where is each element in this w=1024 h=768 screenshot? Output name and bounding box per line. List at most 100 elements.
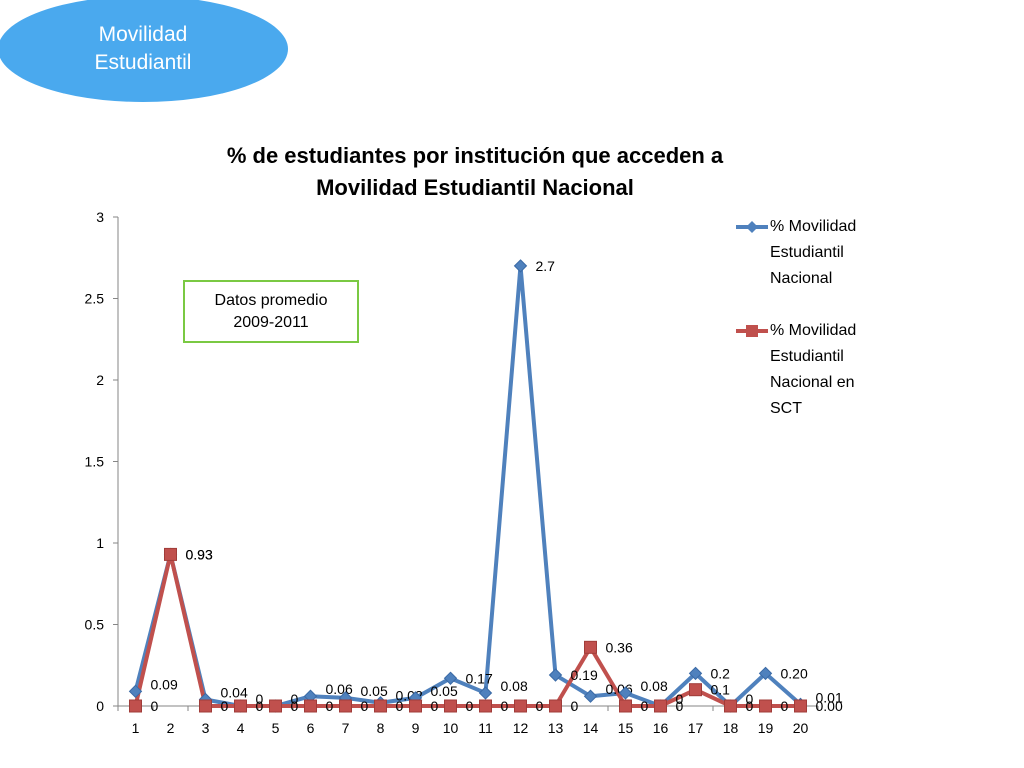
- series-1-point: [583, 689, 598, 703]
- data-label-series-1: 0: [291, 691, 299, 707]
- series-2-point: [409, 699, 422, 713]
- data-label-series-1: 0.19: [571, 667, 598, 683]
- badge-line-1: Movilidad: [98, 23, 188, 46]
- legend-diamond-icon: [736, 221, 768, 233]
- x-tick-label: 16: [653, 720, 669, 736]
- data-label-series-2: 0: [746, 698, 754, 714]
- x-tick-label: 3: [202, 720, 210, 736]
- y-tick-label: 2.5: [85, 291, 105, 307]
- data-label-series-2: 0.36: [606, 639, 633, 655]
- x-tick-label: 2: [167, 720, 175, 736]
- data-label-series-2: 0: [431, 698, 439, 714]
- data-label-series-1: 0: [746, 691, 754, 707]
- data-label-series-2: 0: [501, 698, 509, 714]
- series-2-point: [724, 699, 737, 713]
- series-2-point: [129, 699, 142, 713]
- series-1-point: [758, 666, 773, 681]
- data-label-series-2: 0: [466, 698, 474, 714]
- x-tick-label: 4: [237, 720, 245, 736]
- legend-item-1: % Movilidad Estudiantil Nacional: [736, 214, 906, 292]
- series-1-point: [128, 684, 143, 699]
- y-tick-label: 1: [96, 535, 104, 551]
- x-tick-label: 8: [377, 720, 385, 736]
- series-1-point: [513, 259, 528, 273]
- data-label-series-2: 0: [571, 698, 579, 714]
- legend-label-line: % Movilidad: [770, 218, 857, 235]
- series-1-point: [478, 686, 493, 700]
- y-tick-label: 1.5: [85, 454, 105, 470]
- chart-title-line-2: Movilidad Estudiantil Nacional: [316, 175, 634, 200]
- series-2-point: [794, 699, 807, 713]
- series-2-point: [269, 699, 282, 713]
- y-tick-label: 3: [96, 209, 104, 225]
- legend-label-line: Nacional: [770, 270, 833, 287]
- data-label-series-2: 0: [641, 698, 649, 714]
- series-2-point: [514, 699, 527, 713]
- data-label-series-2: 0.1: [711, 682, 731, 698]
- legend-label-line: Nacional en: [770, 374, 855, 391]
- x-tick-label: 6: [307, 720, 315, 736]
- y-tick-label: 2: [96, 372, 104, 388]
- legend: % Movilidad Estudiantil Nacional% Movilida…: [736, 214, 906, 448]
- data-label-series-2: 0: [291, 698, 299, 714]
- x-tick-label: 13: [548, 720, 564, 736]
- data-label-series-2: 0.93: [186, 546, 213, 562]
- legend-label-line: % Movilidad: [770, 322, 857, 339]
- data-label-series-1: 2.7: [536, 258, 556, 274]
- series-1-point: [618, 686, 633, 700]
- series-2-point: [584, 640, 597, 654]
- x-tick-label: 17: [688, 720, 704, 736]
- series-2-point: [689, 683, 702, 697]
- data-label-series-1: 0.05: [361, 683, 388, 699]
- x-tick-label: 20: [793, 720, 809, 736]
- data-label-series-1: 0.17: [466, 670, 493, 686]
- data-label-series-1: 0.93: [186, 546, 213, 562]
- series-2-point: [619, 699, 632, 713]
- legend-label-line: Estudiantil: [770, 244, 844, 261]
- data-label-series-2: 0.00: [816, 698, 843, 714]
- series-2-point: [759, 699, 772, 713]
- x-tick-label: 10: [443, 720, 459, 736]
- data-label-series-2: 0: [151, 698, 159, 714]
- series-2-point: [339, 699, 352, 713]
- x-tick-label: 19: [758, 720, 774, 736]
- x-tick-label: 1: [132, 720, 140, 736]
- data-label-series-1: 0.08: [641, 678, 668, 694]
- series-1-point: [443, 671, 458, 685]
- x-tick-label: 5: [272, 720, 280, 736]
- data-label-series-2: 0: [536, 698, 544, 714]
- data-label-series-1: 0.09: [151, 676, 178, 692]
- data-label-series-1: 0.04: [221, 684, 248, 700]
- series-2-point: [479, 699, 492, 713]
- title-badge: Movilidad Estudiantil: [0, 0, 288, 102]
- series-2-point: [199, 699, 212, 713]
- data-label-series-1: 0.01: [816, 689, 843, 705]
- chart-title-line-1: % de estudiantes por institución que acc…: [226, 143, 724, 168]
- x-tick-label: 7: [342, 720, 350, 736]
- data-label-series-2: 0: [221, 698, 229, 714]
- series-2-point: [234, 699, 247, 713]
- legend-item-2: % Movilidad Estudiantil Nacional en SCT: [736, 318, 906, 422]
- data-label-series-2: 0: [396, 698, 404, 714]
- series-2-point: [304, 699, 317, 713]
- data-label-series-2: 0: [781, 698, 789, 714]
- data-label-series-2: 0: [326, 698, 334, 714]
- x-tick-label: 14: [583, 720, 599, 736]
- series-1-point: [548, 668, 563, 682]
- x-tick-label: 18: [723, 720, 739, 736]
- series-2-point: [549, 699, 562, 713]
- series-2-point: [654, 699, 667, 713]
- data-label-series-2: 0: [676, 698, 684, 714]
- series-2-point: [374, 699, 387, 713]
- data-label-series-1: 0.20: [781, 665, 808, 681]
- chart-title: % de estudiantes por institución que acc…: [170, 140, 780, 204]
- data-label-series-1: 0: [256, 691, 264, 707]
- x-tick-label: 15: [618, 720, 634, 736]
- y-tick-label: 0: [96, 698, 104, 714]
- legend-label-line: Estudiantil: [770, 348, 844, 365]
- data-label-series-2: 0: [361, 698, 369, 714]
- series-2-point: [164, 547, 177, 561]
- x-tick-label: 12: [513, 720, 529, 736]
- note-line-2: 2009-2011: [233, 313, 309, 331]
